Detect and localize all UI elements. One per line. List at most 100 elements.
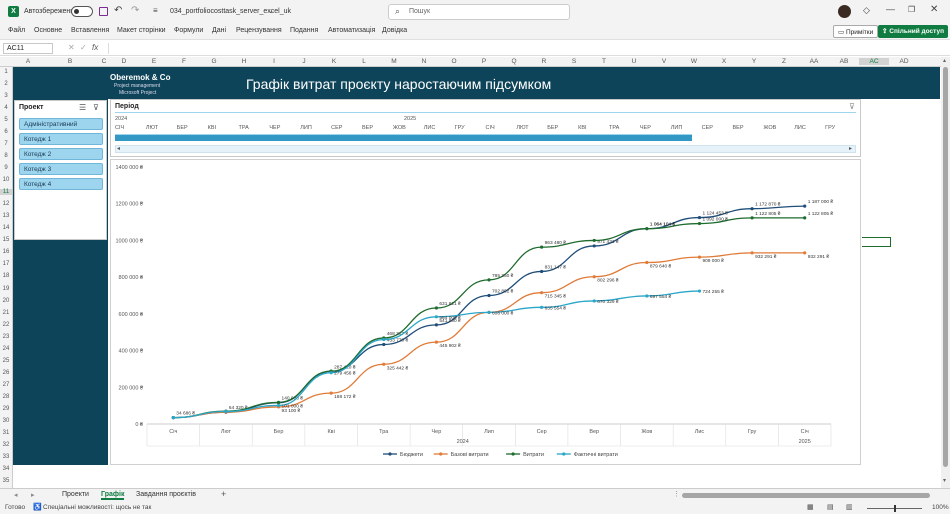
timeline-month[interactable]: ЖОВ	[392, 125, 406, 131]
column-header[interactable]: AA	[809, 58, 819, 65]
row-header[interactable]: 15	[2, 237, 10, 244]
column-header[interactable]: F	[182, 58, 186, 65]
vertical-scrollbar[interactable]: ▴ ▾	[941, 57, 950, 488]
diamond-icon[interactable]: ◇	[863, 5, 870, 15]
column-header[interactable]: H	[241, 58, 247, 65]
row-header[interactable]: 8	[4, 153, 8, 160]
timeline-month[interactable]: ЛЮТ	[516, 125, 529, 131]
row-header[interactable]: 1	[4, 69, 8, 75]
menu-home[interactable]: Основне	[34, 27, 63, 34]
timeline-month[interactable]: БЕР	[176, 125, 188, 131]
row-header[interactable]: 2	[4, 81, 8, 88]
clear-filter-icon[interactable]: ⊽	[93, 103, 99, 112]
column-header[interactable]: U	[631, 58, 637, 65]
function-icon[interactable]: fx	[92, 43, 99, 52]
formula-input[interactable]	[108, 43, 938, 54]
search-box[interactable]: ⌕ Пошук	[388, 4, 570, 20]
avatar[interactable]	[838, 5, 851, 18]
timeline-month[interactable]: ЛИС	[794, 125, 806, 131]
row-header[interactable]: 9	[4, 165, 8, 172]
row-header[interactable]: 18	[2, 273, 10, 280]
row-header[interactable]: 19	[2, 285, 10, 292]
share-button[interactable]: ⇪ Спільний доступ	[878, 25, 949, 38]
column-header[interactable]: Q	[511, 58, 517, 65]
undo-icon[interactable]: ↶	[114, 5, 123, 16]
row-header[interactable]: 23	[2, 333, 10, 340]
row-header[interactable]: 5	[4, 117, 8, 124]
row-header[interactable]: 14	[2, 225, 10, 232]
cost-chart[interactable]: 0 ₴ 200 000 ₴ 400 000 ₴ 600 000 ₴ 800 000 ₴ 1…	[110, 159, 861, 465]
row-header[interactable]: 13	[2, 213, 10, 220]
timeline-month[interactable]: ТРА	[609, 125, 620, 131]
timeline-month[interactable]: ВЕР	[362, 125, 374, 131]
menu-page-layout[interactable]: Макет сторінки	[117, 27, 166, 34]
column-header[interactable]: C	[101, 58, 107, 65]
row-header[interactable]: 20	[2, 297, 10, 304]
timeline-month[interactable]: ТРА	[238, 125, 249, 131]
enter-icon[interactable]: ✓	[80, 43, 87, 52]
column-header[interactable]: K	[331, 58, 337, 65]
cancel-icon[interactable]: ✕	[68, 43, 75, 52]
row-header[interactable]: 27	[2, 381, 10, 388]
scroll-up-icon[interactable]: ▴	[943, 58, 947, 64]
row-header[interactable]: 26	[2, 369, 10, 376]
slicer-item[interactable]: Котедж 3	[19, 163, 103, 175]
timeline-month[interactable]: ЛИП	[670, 125, 683, 131]
column-header[interactable]: D	[121, 58, 127, 65]
timeline-month[interactable]: ЛИС	[423, 125, 436, 131]
column-header[interactable]: I	[273, 58, 275, 65]
accessibility-status[interactable]: Спеціальні можливості: щось не так	[43, 504, 152, 511]
column-header[interactable]: R	[541, 58, 547, 65]
column-header[interactable]: W	[690, 58, 698, 65]
timeline-month[interactable]: КВІ	[207, 125, 217, 131]
sheet-tab-chart[interactable]: Графік	[101, 491, 125, 500]
slicer-item[interactable]: Адміністративний	[19, 118, 103, 130]
add-sheet-icon[interactable]: +	[221, 489, 227, 499]
row-header[interactable]: 31	[2, 429, 10, 436]
row-header[interactable]: 10	[2, 177, 10, 184]
slicer-item[interactable]: Котедж 2	[19, 148, 103, 160]
row-header[interactable]: 33	[2, 453, 10, 460]
column-header[interactable]: N	[421, 58, 427, 65]
menu-file[interactable]: Файл	[8, 27, 26, 34]
timeline-selection-bar[interactable]	[115, 134, 692, 141]
column-header[interactable]: L	[362, 58, 366, 65]
timeline-month[interactable]: ГРУ	[454, 125, 465, 131]
column-header[interactable]: E	[151, 58, 157, 65]
column-header[interactable]: S	[571, 58, 577, 65]
menu-review[interactable]: Рецензування	[236, 27, 282, 34]
save-icon[interactable]	[99, 7, 108, 16]
column-header[interactable]: Y	[751, 58, 757, 65]
timeline-month[interactable]: ВЕР	[732, 125, 744, 131]
timeline-month[interactable]: СІЧ	[115, 125, 125, 131]
row-header[interactable]: 28	[2, 393, 10, 400]
row-header[interactable]: 17	[2, 261, 10, 268]
sheet-tab-tasks[interactable]: Завдання проєктів	[136, 491, 196, 498]
timeline-month[interactable]: ЛИП	[300, 125, 312, 131]
scroll-right-icon[interactable]: ▸	[849, 146, 853, 152]
column-header[interactable]: G	[211, 58, 217, 65]
normal-view-icon[interactable]: ▦	[807, 504, 814, 511]
slicer-item[interactable]: Котедж 1	[19, 133, 103, 145]
menu-data[interactable]: Дані	[212, 27, 227, 34]
horizontal-scrollbar[interactable]	[682, 493, 930, 498]
timeline-month[interactable]: СЕР	[331, 125, 343, 131]
redo-icon[interactable]: ↷	[131, 5, 140, 16]
zoom-level[interactable]: 100%	[932, 504, 949, 511]
column-header[interactable]: M	[391, 58, 397, 65]
zoom-slider[interactable]	[867, 505, 922, 512]
row-header[interactable]: 16	[2, 249, 10, 256]
comments-button[interactable]: ▭ Примітки	[833, 25, 879, 38]
column-header[interactable]: AD	[899, 58, 909, 65]
row-header[interactable]: 6	[4, 129, 8, 136]
menu-view[interactable]: Подання	[290, 27, 319, 34]
close-icon[interactable]: ✕	[930, 4, 939, 15]
row-header[interactable]: 11	[0, 189, 12, 196]
menu-formulas[interactable]: Формули	[174, 27, 204, 34]
row-header[interactable]: 7	[4, 141, 8, 148]
row-header[interactable]: 24	[2, 345, 10, 352]
customize-icon[interactable]: ≡	[153, 6, 158, 15]
column-header[interactable]: T	[602, 58, 606, 65]
timeline-month[interactable]: ЧЕР	[639, 125, 651, 131]
column-header[interactable]: J	[302, 58, 306, 65]
